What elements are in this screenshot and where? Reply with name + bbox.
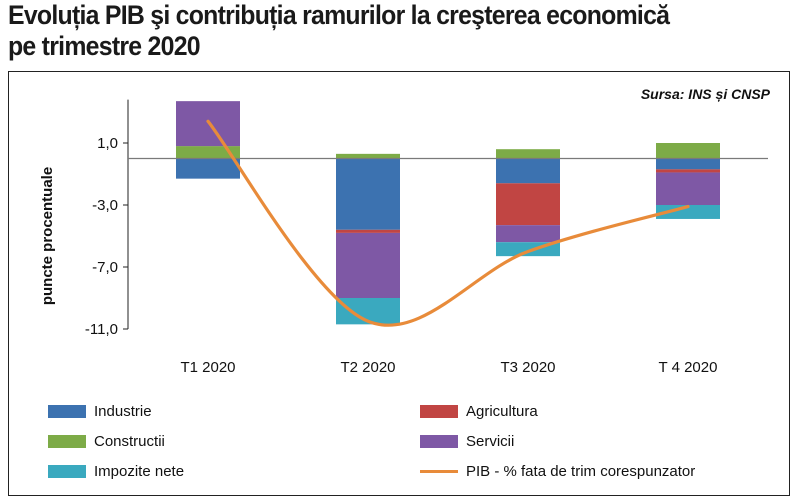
source-note: Sursa: INS și CNSP [640,86,770,102]
y-axis-label: puncte procentuale [39,167,56,305]
legend-label: Industrie [94,403,152,420]
legend-label: Agricultura [466,403,538,420]
chart-title: Evoluția PIB şi contribuția ramurilor la… [8,0,735,62]
chart-frame [8,71,790,496]
bar-segment-constructii [656,143,720,159]
bar-segment-servicii [336,232,400,298]
legend-item-pib-fata-de-trim-corespunzator: PIB - % fata de trim corespunzator [420,463,695,480]
bar-segment-constructii [496,149,560,159]
x-tick-label: T 4 2020 [659,359,718,376]
bar-segment-agricultura [496,183,560,226]
title-line-1: Evoluția PIB şi contribuția ramurilor la… [8,0,670,30]
x-tick-label: T3 2020 [500,359,555,376]
bar-segment-servicii [496,225,560,243]
legend-item-impozite-nete: Impozite nete [48,463,184,480]
bar-segment-industrie [656,158,720,170]
bar-segment-industrie [496,158,560,184]
legend-label: PIB - % fata de trim corespunzator [466,463,696,480]
legend-swatch [48,405,86,418]
y-tick-label: -3,0 [92,197,118,214]
x-tick-label: T1 2020 [180,359,235,376]
y-tick-label: 1,0 [97,135,118,152]
legend-label: Servicii [466,433,515,450]
y-tick-label: -11,0 [85,321,118,338]
legend-item-servicii: Servicii [420,433,514,450]
bar-segment-industrie [176,158,240,179]
x-tick-label: T2 2020 [340,359,395,376]
legend-swatch [420,470,458,473]
legend-item-industrie: Industrie [48,403,152,420]
title-line-2: pe trimestre 2020 [8,31,201,61]
bar-segment-constructii [176,146,240,159]
bar-segment-servicii [656,172,720,205]
pib-line [206,119,690,327]
legend-item-constructii: Constructii [48,433,165,450]
bar-segment-industrie [336,158,400,230]
legend-label: Impozite nete [94,463,185,480]
legend-swatch [420,405,458,418]
legend-label: Constructii [94,433,165,450]
legend-swatch [48,435,86,448]
bar-segment-agricultura [656,169,720,173]
legend-swatch [48,465,86,478]
bar-segment-impozite-nete [656,205,720,219]
y-tick-label: -7,0 [92,259,118,276]
legend-item-agricultura: Agricultura [420,403,538,420]
legend-swatch [420,435,458,448]
bar-segment-constructii [336,153,400,159]
bar-segment-agricultura [336,229,400,233]
